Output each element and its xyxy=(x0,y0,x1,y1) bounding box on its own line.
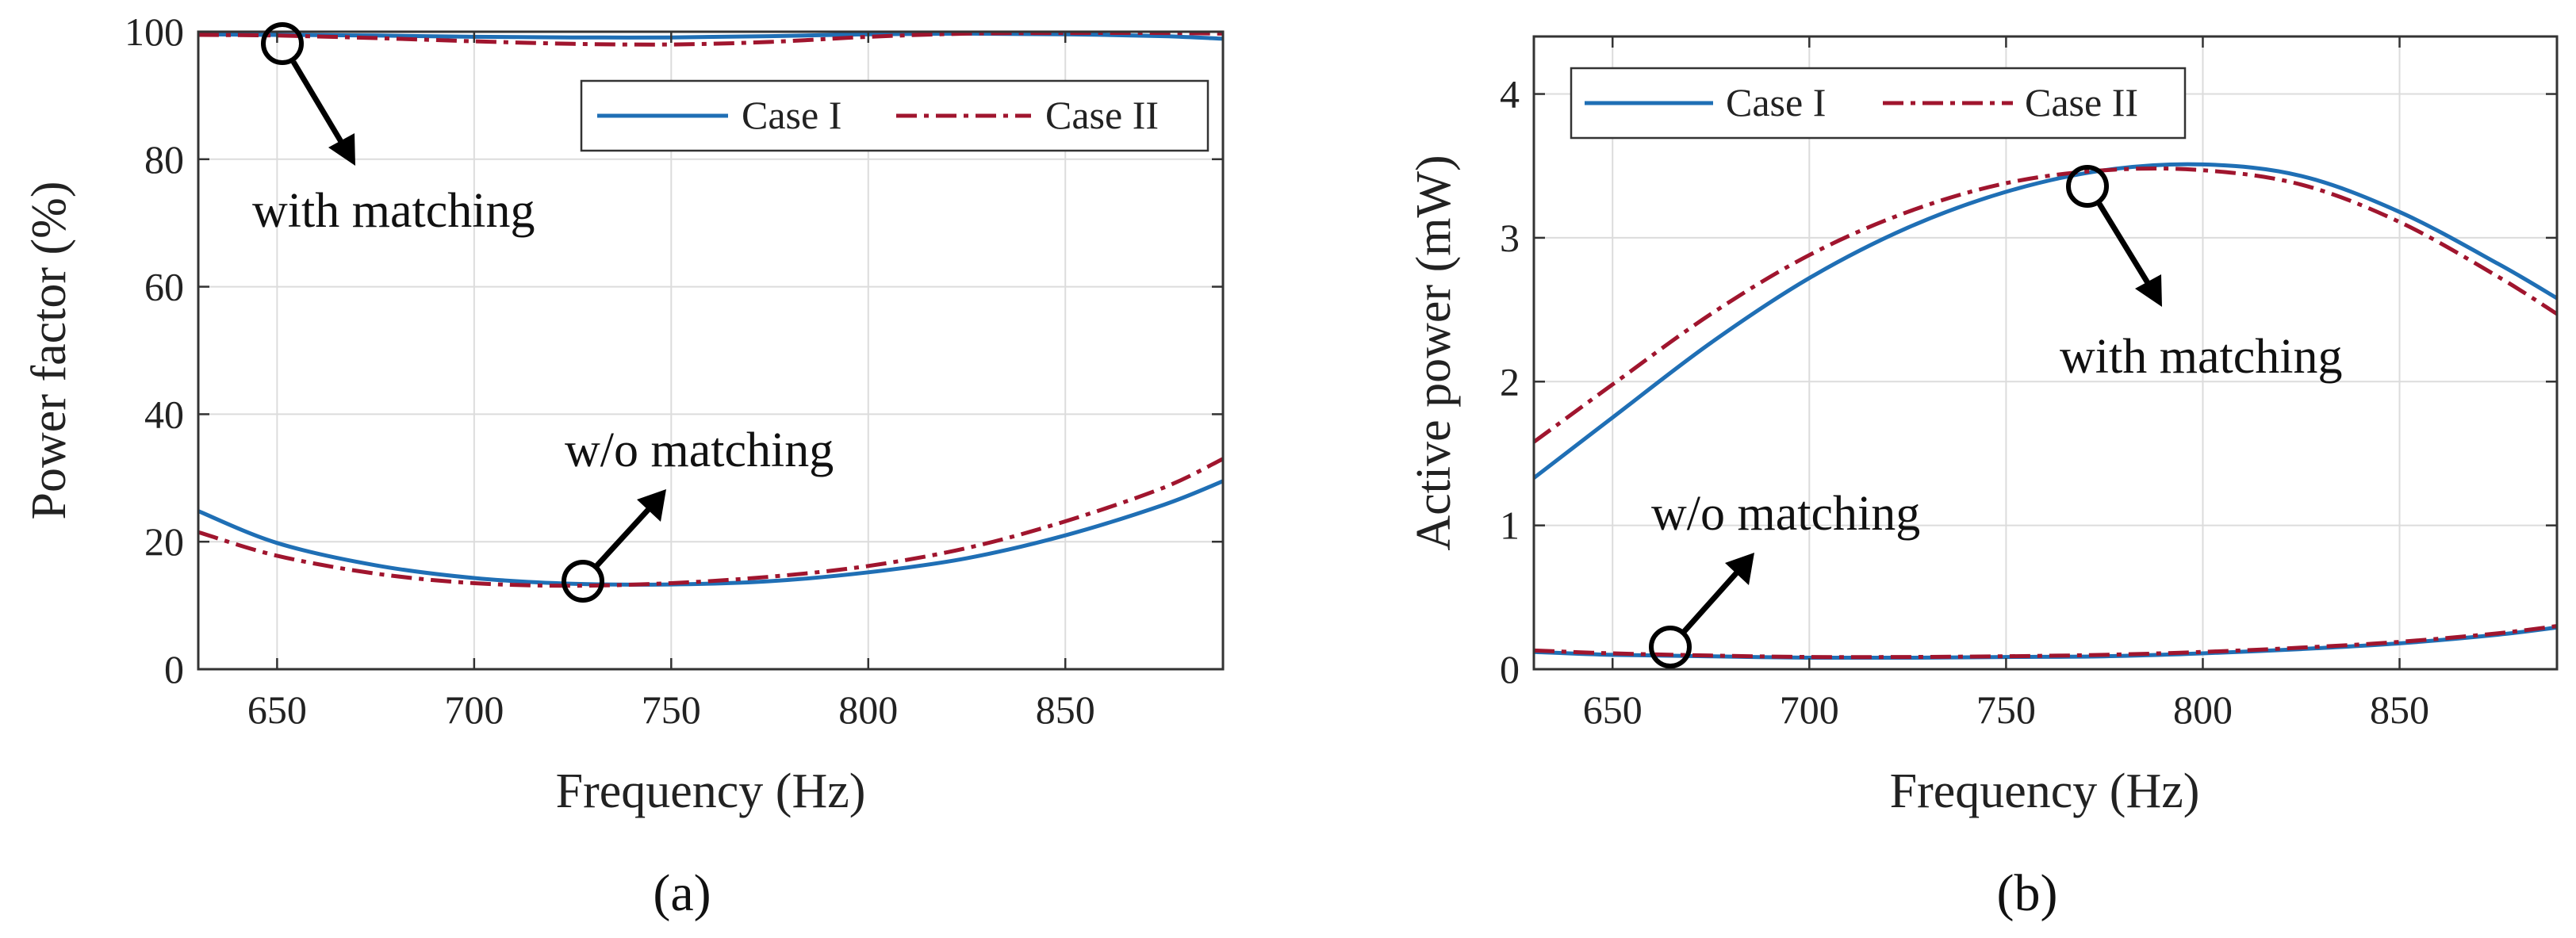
arrow-head xyxy=(637,489,666,522)
series-case-ii-with-matching xyxy=(197,31,1224,47)
annotation-text: w/o matching xyxy=(1651,487,1920,541)
series-case-i-with-matching xyxy=(197,31,1224,41)
x-tick-label-800: 800 xyxy=(838,687,898,732)
arrow-shaft xyxy=(2097,202,2152,287)
series-case-ii-with-matching xyxy=(1532,166,2559,444)
y-tick-label-80: 80 xyxy=(144,137,184,182)
x-tick-label-700: 700 xyxy=(444,687,504,732)
y-tick-label-3: 3 xyxy=(1500,216,1520,260)
series-lines-b xyxy=(1532,162,2559,660)
annotation-with-matching-b: with matching xyxy=(2060,165,2342,384)
y-tick-label-1: 1 xyxy=(1500,503,1520,548)
annotation-without-matching-a: w/o matching xyxy=(562,423,834,603)
y-tick-label-20: 20 xyxy=(144,519,184,564)
y-tick-label-60: 60 xyxy=(144,265,184,309)
x-tick-label-850: 850 xyxy=(2370,687,2429,732)
marker-circle xyxy=(261,22,304,65)
arrow-shaft xyxy=(290,60,346,146)
arrow-shaft xyxy=(1681,570,1739,634)
chart-a: 650 700 750 800 850 0 20 40 60 80 100 Frequency (H… xyxy=(22,10,1225,922)
x-axis-label-a: Frequency (Hz) xyxy=(556,764,866,818)
marker-circle xyxy=(1649,626,1692,668)
annotation-without-matching-b: w/o matching xyxy=(1649,487,1920,668)
legend-label-case-i-b: Case I xyxy=(1726,80,1826,124)
chart-b: 650 700 750 800 850 0 1 2 3 4 Frequency (Hz) Acti… xyxy=(1407,35,2559,922)
x-tick-label-650: 650 xyxy=(1583,687,1643,732)
legend-b: Case I Case II xyxy=(1570,67,2187,140)
arrow-head xyxy=(1725,553,1754,585)
legend-label-case-ii-a: Case II xyxy=(1045,93,1159,137)
arrow-shaft xyxy=(594,507,651,569)
series-case-i-without-matching xyxy=(197,479,1224,587)
panel-label-a: (a) xyxy=(653,864,711,922)
series-case-ii-without-matching xyxy=(197,457,1225,588)
x-axis-label-b: Frequency (Hz) xyxy=(1890,764,2200,818)
y-tick-label-40: 40 xyxy=(144,392,184,436)
marker-circle xyxy=(2066,165,2109,208)
axes-box-a xyxy=(197,30,1225,671)
arrow-head xyxy=(328,133,355,166)
legend-a: Case I Case II xyxy=(580,79,1209,152)
panel-label-b: (b) xyxy=(1997,864,2058,922)
x-tick-label-750: 750 xyxy=(642,687,701,732)
y-tick-label-2: 2 xyxy=(1500,359,1520,404)
annotation-text: with matching xyxy=(2060,330,2342,384)
annotation-text: w/o matching xyxy=(565,423,834,477)
annotation-with-matching-a: with matching xyxy=(252,22,535,238)
axes-box-b xyxy=(1532,35,2559,671)
series-case-ii-without-matching xyxy=(1533,624,2558,660)
ticks-a: 650 700 750 800 850 0 20 40 60 80 100 xyxy=(125,10,1223,732)
y-axis-label-b: Active power (mW) xyxy=(1407,155,1461,550)
marker-circle xyxy=(562,560,604,603)
x-tick-label-750: 750 xyxy=(1976,687,2036,732)
x-tick-label-700: 700 xyxy=(1780,687,1839,732)
y-tick-label-0: 0 xyxy=(164,647,184,691)
legend-label-case-ii-b: Case II xyxy=(2025,80,2138,124)
y-tick-label-4: 4 xyxy=(1500,72,1520,117)
x-tick-label-800: 800 xyxy=(2173,687,2233,732)
y-tick-label-0: 0 xyxy=(1500,647,1520,691)
arrow-head xyxy=(2135,274,2162,307)
annotation-text: with matching xyxy=(252,184,535,238)
y-axis-label-a: Power factor (%) xyxy=(22,182,76,520)
series-case-i-with-matching xyxy=(1532,162,2559,480)
y-tick-label-100: 100 xyxy=(125,10,184,54)
legend-label-case-i-a: Case I xyxy=(742,93,841,137)
x-tick-label-650: 650 xyxy=(247,687,307,732)
ticks-b: 650 700 750 800 850 0 1 2 3 4 xyxy=(1500,36,2557,732)
x-tick-label-850: 850 xyxy=(1036,687,1095,732)
